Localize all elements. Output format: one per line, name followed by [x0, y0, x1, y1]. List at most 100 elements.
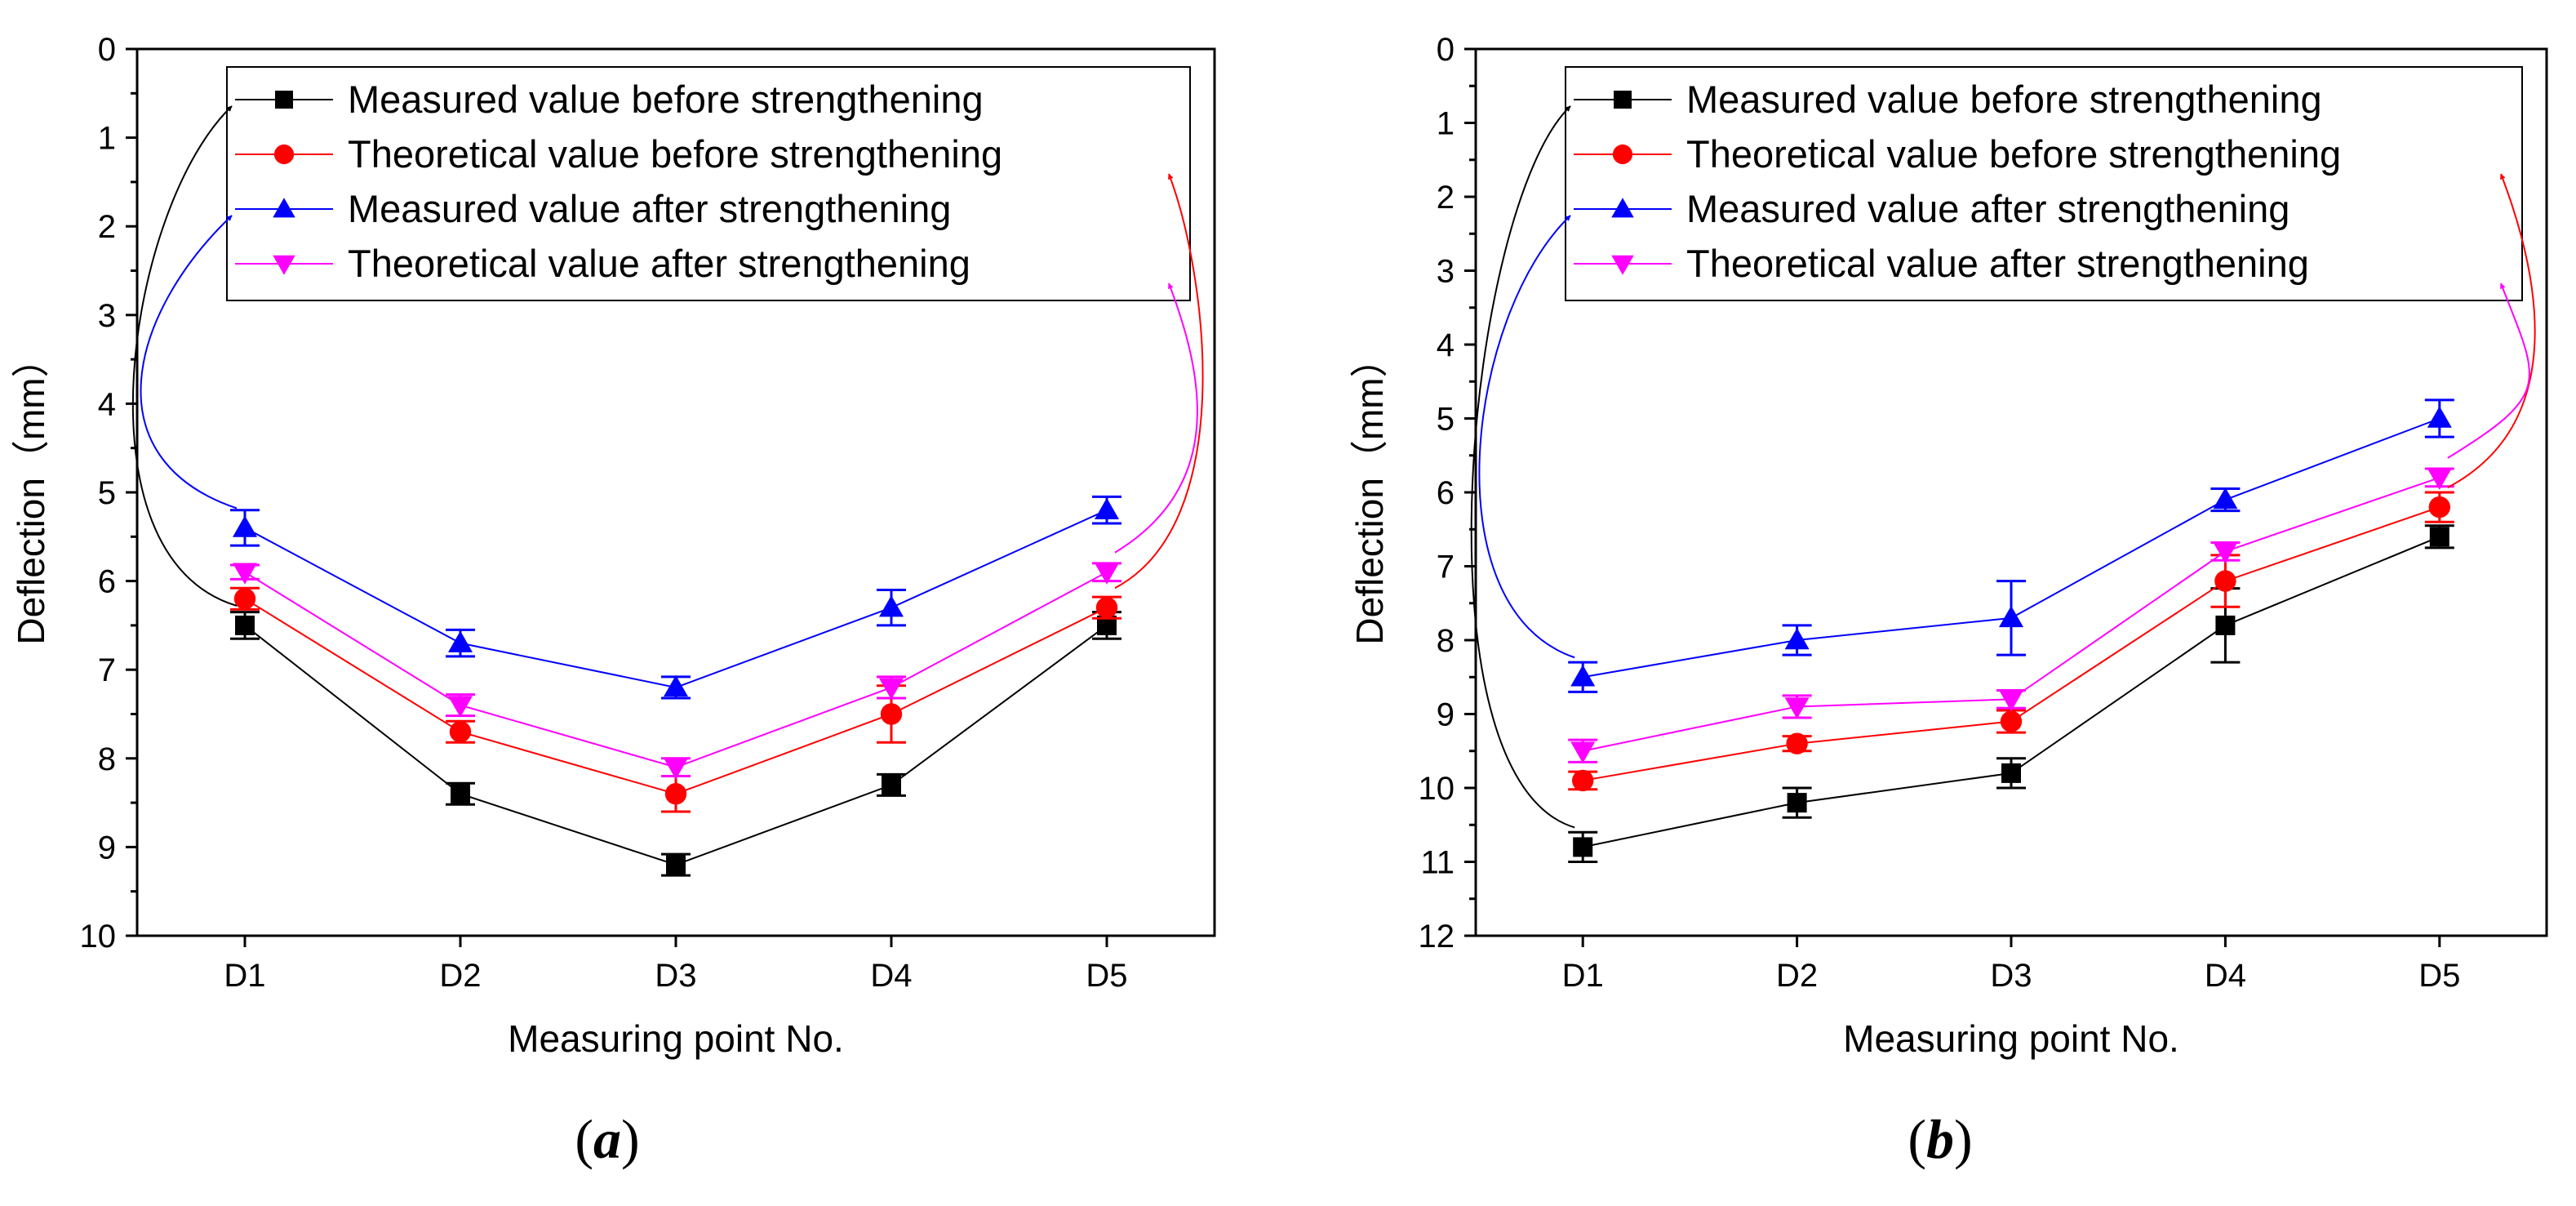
- y-tick-label-a: 7: [98, 652, 116, 688]
- annotation-arrow-b: [2447, 283, 2530, 459]
- y-tick-label-b: 6: [1437, 475, 1455, 511]
- legend-label-b: Measured value before strengthening: [1686, 78, 2322, 121]
- x-tick-label-b: D1: [1562, 958, 1604, 994]
- data-point-b: [2001, 763, 2021, 783]
- y-tick-label-b: 8: [1437, 623, 1455, 659]
- data-point-a: [1095, 497, 1119, 519]
- data-point-b: [2213, 542, 2238, 564]
- data-point-b: [1570, 665, 1596, 687]
- y-tick-label-b: 5: [1437, 402, 1455, 438]
- legend-swatch-marker-a: [275, 91, 293, 109]
- series-b-0: [1568, 524, 2454, 863]
- y-tick-label-b: 0: [1437, 32, 1455, 68]
- x-tick-label-b: D2: [1776, 958, 1818, 994]
- y-tick-label-b: 1: [1437, 106, 1455, 142]
- y-tick-label-b: 11: [1420, 845, 1455, 881]
- x-axis-title-b: Measuring point No.: [1843, 1017, 2179, 1060]
- y-tick-label-b: 3: [1437, 254, 1455, 290]
- x-tick-label-b: D3: [1990, 958, 2032, 994]
- y-tick-label-a: 9: [98, 830, 116, 866]
- series-line-a-0: [244, 625, 1108, 866]
- legend-label-a: Measured value after strengthening: [348, 187, 951, 230]
- data-point-a: [880, 703, 903, 725]
- data-point-a: [235, 615, 255, 635]
- data-point-b: [2215, 615, 2236, 635]
- legend-swatch-marker-b: [1614, 91, 1632, 109]
- series-a-2: [230, 495, 1121, 700]
- data-point-a: [449, 721, 472, 743]
- panel-label-a: (a): [575, 1108, 639, 1170]
- data-point-b: [2429, 527, 2449, 547]
- annotation-arrow-a: [1114, 173, 1204, 590]
- annotation-arrow-b: [1478, 215, 1575, 659]
- legend-box-b: [1565, 66, 2523, 301]
- data-point-b: [2427, 406, 2452, 428]
- y-tick-label-b: 10: [1419, 771, 1455, 807]
- y-tick-label-a: 8: [98, 741, 116, 777]
- y-axis-title-b: Deflection（mm）: [1348, 340, 1391, 644]
- data-point-a: [664, 783, 687, 805]
- series-b-1: [1568, 491, 2454, 792]
- y-tick-label-a: 4: [98, 386, 116, 422]
- data-point-a: [451, 784, 470, 804]
- data-point-b: [1784, 628, 1810, 650]
- y-tick-label-a: 3: [98, 298, 116, 334]
- data-point-a: [664, 674, 688, 697]
- data-point-a: [879, 595, 904, 617]
- data-point-a: [233, 515, 257, 537]
- y-tick-label-a: 1: [98, 121, 116, 157]
- x-tick-label-a: D1: [224, 958, 265, 994]
- panel-label-b-open: (: [1908, 1108, 1926, 1170]
- y-tick-label-a: 6: [98, 564, 116, 600]
- data-point-b: [1999, 605, 2023, 628]
- data-point-b: [2000, 710, 2023, 732]
- y-tick-label-b: 7: [1437, 550, 1455, 585]
- legend-label-b: Theoretical value after strengthening: [1686, 242, 2309, 285]
- data-point-a: [882, 775, 901, 795]
- data-point-b: [1786, 732, 1808, 754]
- x-tick-label-b: D4: [2205, 958, 2246, 994]
- chart-panel-a: 0 1 2 3 4 5 6 7 8 9 10 D1 D2 D3 D4 D5 Measuring point No…: [10, 32, 1216, 1060]
- y-tick-label-b: 4: [1437, 327, 1455, 363]
- x-tick-label-b: D5: [2418, 958, 2460, 994]
- y-tick-label-a: 5: [98, 475, 116, 511]
- data-point-b: [2213, 487, 2238, 510]
- x-tick-label-a: D2: [439, 958, 481, 994]
- legend-swatch-marker-b: [1612, 144, 1633, 165]
- data-point-a: [233, 588, 256, 610]
- panel-label-b-letter: b: [1926, 1108, 1954, 1170]
- y-tick-label-b: 9: [1437, 697, 1455, 733]
- y-tick-label-a: 0: [98, 32, 116, 68]
- panel-label-a-letter: a: [593, 1108, 621, 1170]
- data-point-b: [2427, 468, 2452, 490]
- data-point-b: [1570, 741, 1596, 763]
- annotation-arrow-a: [1114, 283, 1198, 554]
- data-point-b: [1572, 769, 1594, 792]
- legend-swatch-marker-a: [273, 198, 295, 218]
- data-point-a: [448, 696, 473, 718]
- series-a-3: [230, 562, 1121, 780]
- data-point-a: [666, 855, 686, 875]
- data-point-b: [1787, 793, 1807, 813]
- x-tick-label-a: D5: [1086, 958, 1127, 994]
- y-tick-label-a: 10: [80, 919, 117, 955]
- series-line-a-3: [244, 571, 1108, 768]
- data-point-b: [1573, 837, 1593, 857]
- data-point-a: [233, 563, 257, 585]
- x-tick-label-a: D4: [870, 958, 912, 994]
- data-point-b: [1999, 690, 2023, 712]
- legend-label-b: Measured value after strengthening: [1686, 187, 2290, 230]
- x-axis-title-a: Measuring point No.: [508, 1017, 844, 1060]
- series-b-3: [1568, 467, 2454, 763]
- data-point-a: [879, 678, 904, 700]
- y-tick-label-b: 2: [1437, 180, 1455, 216]
- y-axis-title-a: Deflection（mm）: [10, 340, 52, 644]
- data-point-a: [1095, 563, 1119, 585]
- x-tick-label-a: D3: [655, 958, 696, 994]
- data-point-a: [448, 630, 473, 652]
- panel-label-b: (b): [1908, 1108, 1972, 1170]
- legend-label-a: Theoretical value before strengthening: [348, 132, 1002, 176]
- data-point-a: [1095, 596, 1118, 619]
